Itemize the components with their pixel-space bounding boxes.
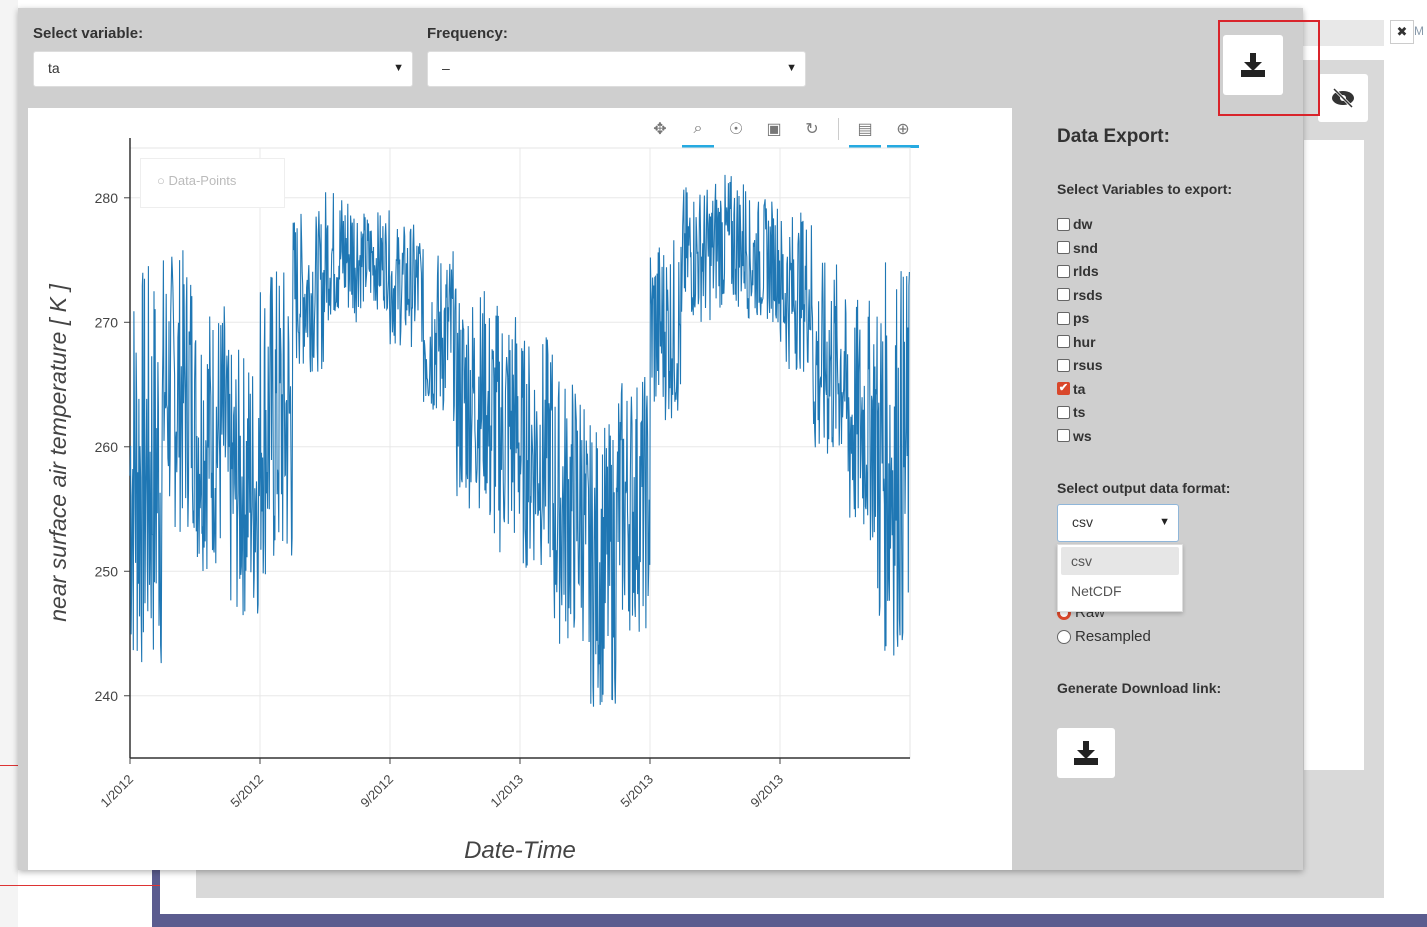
variable-checkbox-snd[interactable]: snd [1057, 240, 1098, 256]
download-button[interactable] [1223, 35, 1283, 95]
background-side-box [1304, 140, 1364, 770]
variable-checkbox-rsds[interactable]: rsds [1057, 287, 1103, 303]
variable-select[interactable]: ta ▼ [33, 51, 413, 87]
save-tool-icon[interactable]: ▣ [766, 121, 782, 138]
format-option-netcdf[interactable]: NetCDF [1071, 583, 1122, 599]
background-tag-text: M [1414, 24, 1424, 38]
generate-link-label: Generate Download link: [1057, 680, 1222, 696]
generate-download-button[interactable] [1057, 728, 1115, 778]
chevron-down-icon: ▼ [786, 62, 797, 74]
radio-resampled[interactable]: Resampled [1057, 628, 1151, 645]
checkbox[interactable] [1057, 241, 1070, 254]
background-close-icon[interactable]: ✖ [1390, 20, 1414, 44]
checkbox-label: ps [1073, 310, 1090, 326]
checkbox[interactable] [1057, 311, 1070, 325]
data-viewer-modal: Select variable: ta ▼ Frequency: – ▼ ✥ ⌕… [18, 8, 1320, 870]
checkbox[interactable] [1057, 429, 1070, 442]
toolbar-divider [838, 118, 839, 140]
export-panel: Data Export: Select Variables to export:… [1040, 8, 1290, 778]
format-select[interactable]: csv ▼ [1057, 504, 1179, 542]
y-tick-label: 270 [95, 314, 119, 330]
variables-label: Select Variables to export: [1057, 181, 1233, 197]
y-tick-label: 250 [95, 563, 119, 579]
checkbox[interactable] [1057, 335, 1070, 348]
x-tick-label: 5/2012 [227, 772, 266, 811]
chart-legend[interactable]: ○ Data-Points [140, 158, 285, 208]
background-left-strip [0, 0, 18, 927]
checkbox-label: ts [1073, 404, 1086, 420]
radio-button[interactable] [1057, 629, 1071, 644]
checkbox[interactable] [1057, 288, 1070, 301]
export-title: Data Export: [1057, 126, 1170, 147]
x-tick-label: 9/2012 [357, 772, 396, 811]
checkbox-label: rlds [1073, 263, 1099, 279]
reset-tool-icon[interactable]: ↻ [805, 121, 819, 138]
line-chart[interactable]: 1/2012 5/2012 9/2012 1/2013 5/2013 9/2013 240 2… [28, 108, 1012, 870]
checkbox[interactable] [1057, 358, 1070, 372]
variable-checkbox-ps[interactable]: ps [1057, 310, 1089, 326]
x-axis-label: Date-Time [464, 837, 576, 864]
variable-checkbox-hur[interactable]: hur [1057, 334, 1096, 350]
x-tick-label: 9/2013 [747, 772, 786, 811]
chevron-down-icon: ▼ [393, 62, 404, 74]
legend-label: Data-Points [168, 173, 237, 188]
download-icon [1241, 53, 1265, 77]
variable-checkbox-rlds[interactable]: rlds [1057, 263, 1099, 279]
eye-slash-icon [1332, 87, 1354, 109]
hide-visibility-button[interactable] [1318, 74, 1368, 122]
checkbox[interactable]: ✔ [1057, 382, 1070, 395]
hover-tool-icon[interactable]: ▤ [849, 116, 881, 148]
y-tick-label: 280 [95, 190, 119, 206]
format-label: Select output data format: [1057, 480, 1231, 496]
frequency-select-label: Frequency: [427, 25, 508, 42]
checkbox-label: rsus [1073, 357, 1103, 373]
wheel-zoom-tool-icon[interactable]: ☉ [728, 121, 744, 138]
series-line [129, 174, 910, 707]
background-topbar [1300, 20, 1384, 46]
checkbox-label: snd [1073, 239, 1098, 256]
background-divider [0, 765, 18, 766]
plot-toolbar: ✥ ⌕ ☉ ▣ ↻ ▤ ⊕ [648, 114, 919, 148]
x-tick-label: 1/2013 [487, 772, 526, 811]
checkbox-label: ws [1073, 427, 1092, 444]
format-dropdown-menu: csv NetCDF [1057, 544, 1183, 612]
box-zoom-tool-icon[interactable]: ⌕ [682, 116, 714, 148]
y-tick-label: 240 [95, 688, 119, 704]
checkbox-label: rsds [1073, 286, 1103, 303]
legend-circle-icon: ○ [157, 173, 165, 188]
background-divider [0, 885, 160, 886]
checkbox[interactable] [1057, 264, 1070, 278]
chevron-down-icon: ▼ [1159, 516, 1170, 528]
radio-resampled-label: Resampled [1075, 628, 1151, 645]
variable-select-value: ta [48, 60, 60, 76]
checkbox[interactable] [1057, 217, 1070, 231]
variable-checkbox-dw[interactable]: dw [1057, 216, 1092, 232]
format-option-csv[interactable]: csv [1061, 547, 1179, 575]
crosshair-tool-icon[interactable]: ⊕ [887, 116, 919, 148]
format-select-value: csv [1072, 514, 1093, 530]
highlight-frame [1218, 20, 1320, 116]
variable-checkbox-ws[interactable]: ws [1057, 428, 1092, 444]
x-tick-label: 1/2012 [97, 772, 136, 811]
time-series-plot: ✥ ⌕ ☉ ▣ ↻ ▤ ⊕ 1/2012 5/2012 9/2012 1/2013 5/… [28, 108, 1012, 870]
y-axis-label: near surface air temperature [ K ] [45, 284, 71, 622]
variable-checkbox-ts[interactable]: ts [1057, 404, 1085, 420]
variable-checkbox-ta[interactable]: ✔ ta [1057, 381, 1085, 397]
variable-checkbox-rsus[interactable]: rsus [1057, 357, 1103, 373]
download-icon [1074, 741, 1098, 765]
y-tick-label: 260 [95, 439, 119, 455]
checkbox-label: dw [1073, 216, 1093, 232]
checkbox-label: ta [1073, 380, 1086, 397]
checkbox-label: hur [1073, 333, 1096, 350]
checkbox[interactable] [1057, 405, 1070, 419]
frequency-select-value: – [442, 60, 450, 76]
pan-tool-icon[interactable]: ✥ [653, 121, 667, 138]
x-tick-label: 5/2013 [617, 772, 656, 811]
frequency-select[interactable]: – ▼ [427, 51, 806, 87]
variable-select-label: Select variable: [33, 25, 144, 42]
